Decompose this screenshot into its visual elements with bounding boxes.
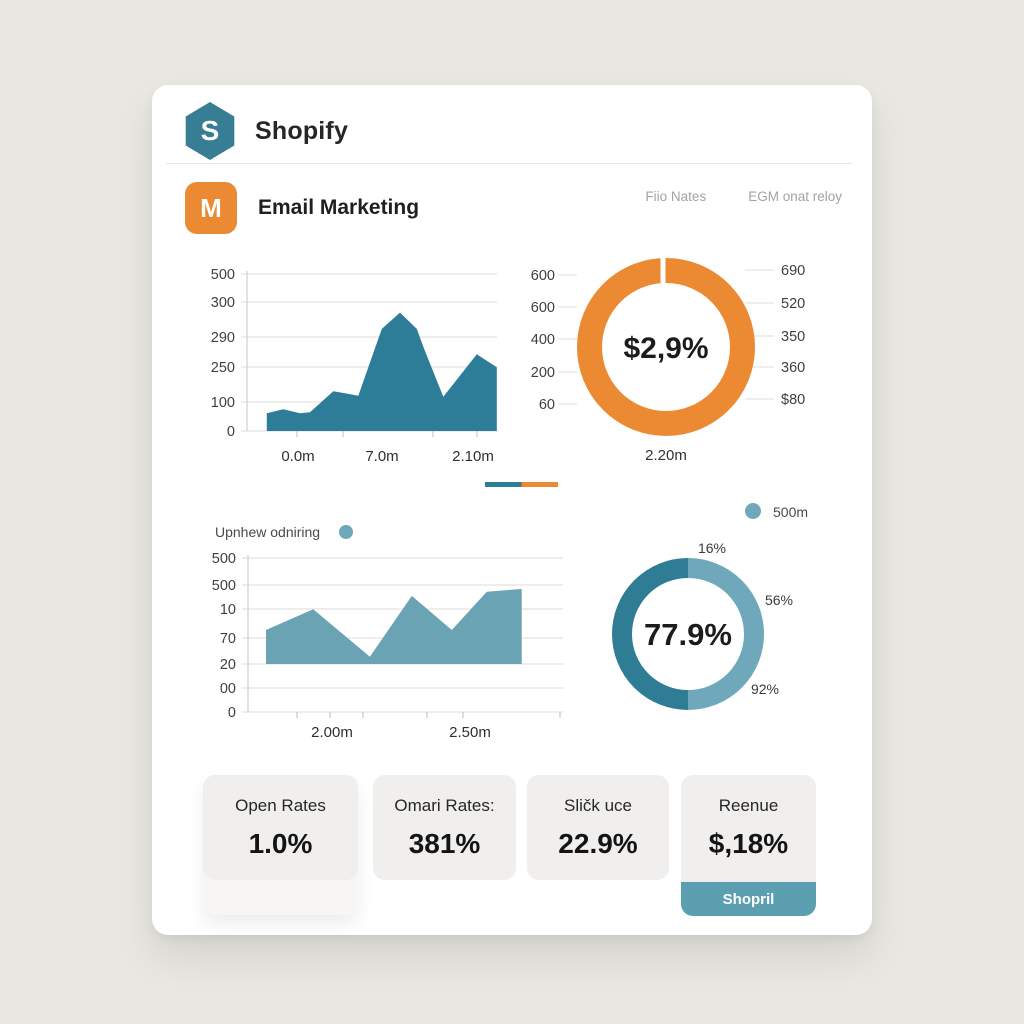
email-marketing-icon-letter: M — [200, 192, 222, 223]
stat-value: 1.0% — [248, 828, 313, 859]
svg-text:2.00m: 2.00m — [311, 724, 353, 741]
svg-text:16%: 16% — [698, 540, 726, 556]
header-link-fiio-nates[interactable]: Fiio Nates — [645, 189, 707, 204]
header-link-egm[interactable]: EGM onat reloy — [748, 189, 842, 204]
svg-text:500: 500 — [211, 267, 235, 283]
svg-text:00: 00 — [220, 681, 236, 697]
svg-text:500: 500 — [212, 578, 236, 594]
svg-text:Upnhew odniring: Upnhew odniring — [215, 524, 320, 540]
header-divider — [166, 163, 852, 164]
stat-value: 381% — [408, 828, 481, 859]
svg-text:360: 360 — [781, 360, 805, 376]
conversion-donut-chart: 77.9% 16% 56% 92% 500m — [612, 503, 808, 710]
legend-dot-icon — [745, 503, 761, 519]
svg-text:500m: 500m — [773, 504, 808, 520]
stat-title: Omari Rates: — [394, 796, 495, 815]
svg-text:350: 350 — [781, 329, 805, 345]
email-marketing-icon: M — [185, 182, 237, 234]
stat-value: 22.9% — [558, 828, 638, 859]
stat-value: $,18% — [708, 828, 789, 859]
dashboard-panel: S Shopify M Email Marketing Fiio Nates E… — [152, 85, 872, 935]
donut-center-value: $2,9% — [623, 332, 708, 365]
stat-title: Open Rates — [235, 796, 326, 815]
svg-text:0.0m: 0.0m — [281, 448, 314, 465]
svg-text:10: 10 — [220, 602, 236, 618]
svg-text:2.10m: 2.10m — [452, 448, 494, 465]
svg-text:600: 600 — [531, 268, 555, 284]
svg-text:400: 400 — [531, 332, 555, 348]
svg-text:300: 300 — [211, 295, 235, 311]
shopril-button[interactable]: Shopril — [681, 882, 816, 916]
svg-text:200: 200 — [531, 365, 555, 381]
brand-header: S Shopify — [183, 102, 348, 160]
svg-text:600: 600 — [531, 300, 555, 316]
brand-title: Shopify — [255, 116, 349, 145]
svg-text:520: 520 — [781, 296, 805, 312]
svg-text:60: 60 — [539, 397, 555, 413]
svg-text:70: 70 — [220, 631, 236, 647]
revenue-donut-chart: 600 600 400 200 60 690 520 350 360 $80 $2,9% 2.20m — [485, 256, 805, 487]
svg-text:500: 500 — [212, 551, 236, 567]
stat-card-revenue-body: Reenue $,18% — [681, 775, 816, 882]
svg-text:0: 0 — [227, 424, 235, 440]
legend-dot-icon — [339, 525, 353, 539]
header-links: Fiio Nates EGM onat reloy — [645, 189, 842, 204]
svg-text:7.0m: 7.0m — [365, 448, 398, 465]
svg-text:290: 290 — [211, 330, 235, 346]
stat-title: Reenue — [718, 796, 779, 815]
donut-center-value: 77.9% — [644, 617, 732, 652]
svg-text:20: 20 — [220, 657, 236, 673]
page-title: Email Marketing — [258, 196, 420, 219]
svg-text:92%: 92% — [751, 681, 779, 697]
svg-text:$80: $80 — [781, 392, 805, 408]
svg-text:250: 250 — [211, 360, 235, 376]
stat-title: Sličk uce — [563, 796, 633, 815]
svg-text:2.50m: 2.50m — [449, 724, 491, 741]
stat-card-open-rates: Open Rates 1.0% — [203, 775, 358, 880]
svg-text:100: 100 — [211, 395, 235, 411]
sessions-area-chart: 500 300 290 250 100 0 0.0m 7.0m 2.10m — [211, 267, 497, 465]
svg-text:2.20m: 2.20m — [645, 447, 687, 464]
svg-text:56%: 56% — [765, 592, 793, 608]
svg-text:0: 0 — [228, 705, 236, 721]
stat-card-click-rate: Sličk uce 22.9% — [527, 775, 669, 880]
stat-card-revenue: Reenue $,18% Shopril — [681, 775, 816, 916]
svg-text:690: 690 — [781, 263, 805, 279]
shopify-logo-letter: S — [200, 115, 220, 146]
section-header: M Email Marketing — [185, 182, 419, 234]
stat-card-omari-rates: Omari Rates: 381% — [373, 775, 516, 880]
